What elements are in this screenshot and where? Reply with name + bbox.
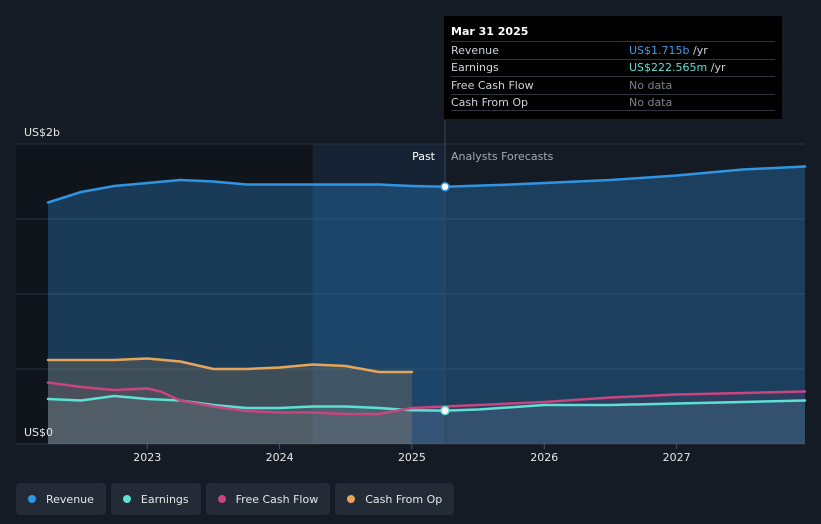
- x-tick-label: 2025: [398, 451, 426, 464]
- x-tick-label: 2023: [133, 451, 161, 464]
- tooltip-fcf-value: No data: [629, 78, 673, 92]
- tooltip-earnings-unit: /yr: [710, 61, 726, 75]
- legend-item-earnings[interactable]: Earnings: [110, 483, 201, 515]
- series-markers: [440, 182, 450, 416]
- revenue-marker: [440, 182, 450, 192]
- legend-item-free-cash-flow[interactable]: Free Cash Flow: [205, 483, 331, 515]
- x-tick-label: 2026: [530, 451, 558, 464]
- legend-label-free-cash-flow: Free Cash Flow: [235, 492, 319, 506]
- tooltip-date: Mar 31 2025: [451, 25, 529, 38]
- free-cash-flow-dot-icon: [217, 495, 226, 503]
- earnings-dot-icon: [122, 495, 131, 503]
- revenue-dot-icon: [28, 495, 36, 503]
- tooltip-revenue-value: US$1.715b: [629, 43, 690, 57]
- tooltip: Mar 31 2025 Revenue US$1.715b /yr Earnin…: [444, 16, 782, 119]
- tooltip-earnings-value: US$222.565m: [629, 61, 708, 75]
- revenue-line: [46, 165, 807, 204]
- y-axis-bottom-label: US$0: [24, 426, 53, 439]
- legend: Revenue Earnings Free Cash Flow Cash Fro…: [16, 483, 455, 515]
- tooltip-cfo-label: Cash From Op: [451, 95, 529, 109]
- tooltip-revenue-value-wrap: US$1.715b /yr: [629, 44, 708, 57]
- x-tick-label: 2024: [266, 451, 294, 464]
- tooltip-row-earnings: Earnings US$222.565m /yr: [451, 58, 775, 77]
- y-axis-top-label: US$2b: [24, 126, 60, 139]
- legend-label-cash-from-op: Cash From Op: [365, 492, 443, 506]
- earnings-marker: [440, 405, 450, 416]
- tooltip-revenue-unit: /yr: [693, 43, 708, 57]
- legend-label-earnings: Earnings: [140, 492, 189, 506]
- cash-from-op-dot-icon: [347, 495, 356, 503]
- series-areas: [48, 166, 805, 444]
- past-label: Past: [412, 150, 436, 163]
- tooltip-row-revenue: Revenue US$1.715b /yr: [451, 41, 775, 59]
- legend-item-cash-from-op[interactable]: Cash From Op: [335, 483, 455, 515]
- gridlines: [16, 143, 805, 445]
- legend-item-revenue[interactable]: Revenue: [16, 483, 106, 515]
- earnings-line: [46, 394, 807, 412]
- legend-label-revenue: Revenue: [46, 492, 94, 506]
- cash-from-op-area: [48, 358, 412, 444]
- tooltip-cfo-value: No data: [629, 95, 673, 109]
- revenue-area: [48, 166, 805, 444]
- forecast-label: Analysts Forecasts: [451, 150, 554, 163]
- tooltip-row-free-cash-flow: Free Cash Flow No data: [451, 76, 775, 94]
- free-cash-flow-line: [46, 381, 807, 416]
- tooltip-row-cash-from-op: Cash From Op No data: [451, 93, 775, 111]
- x-axis-ticks: 2023 2024 2025 2026 2027: [133, 444, 691, 464]
- tooltip-earnings-label: Earnings: [451, 61, 499, 75]
- tooltip-earnings-value-wrap: US$222.565m /yr: [629, 61, 726, 74]
- tooltip-fcf-label: Free Cash Flow: [451, 78, 534, 92]
- x-tick-label: 2027: [663, 451, 691, 464]
- tooltip-revenue-label: Revenue: [451, 43, 499, 57]
- cash-from-op-line: [46, 357, 414, 374]
- series-lines: [46, 165, 807, 416]
